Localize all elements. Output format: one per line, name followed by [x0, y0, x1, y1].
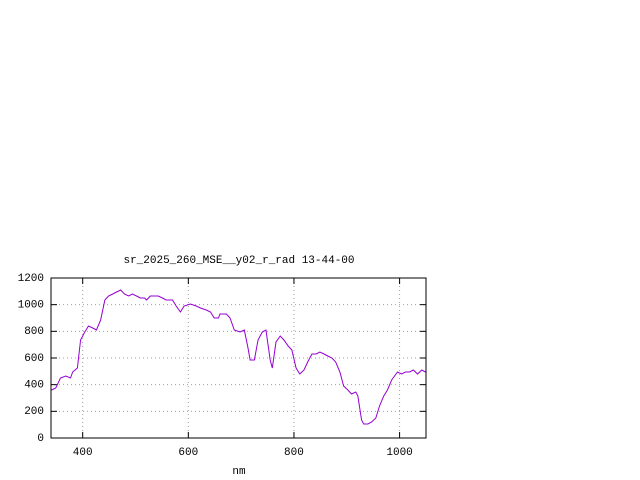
y-tick-label: 200 — [24, 406, 44, 418]
x-tick-label: 600 — [178, 447, 198, 459]
y-tick-label: 1200 — [18, 273, 44, 285]
x-tick-label: 400 — [73, 447, 93, 459]
y-tick-label: 600 — [24, 353, 44, 365]
data-line — [51, 289, 426, 425]
y-tick-label: 1000 — [18, 300, 44, 312]
chart-title: sr_2025_260_MSE__y02_r_rad 13-44-00 — [123, 255, 354, 267]
plot-border — [50, 277, 427, 439]
x-axis-label: nm — [232, 466, 246, 478]
x-tick-label: 1000 — [386, 447, 412, 459]
y-tick-label: 800 — [24, 326, 44, 338]
x-tick-label: 800 — [284, 447, 304, 459]
y-tick-label: 0 — [37, 433, 44, 445]
y-tick-label: 400 — [24, 380, 44, 392]
